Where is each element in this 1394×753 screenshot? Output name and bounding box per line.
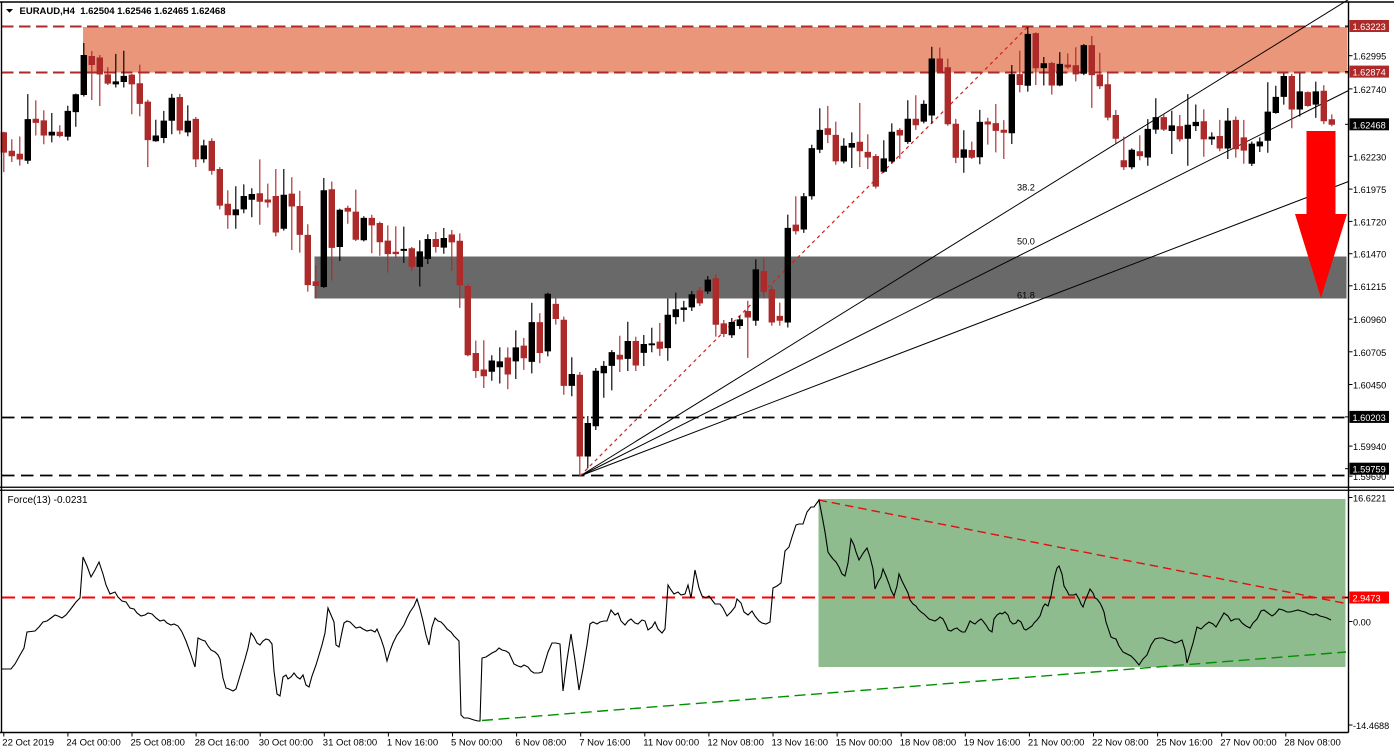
- svg-text:25 Oct 08:00: 25 Oct 08:00: [131, 738, 185, 749]
- svg-text:0.00: 0.00: [1353, 618, 1371, 628]
- svg-text:1.61720: 1.61720: [1353, 217, 1386, 227]
- svg-text:15 Nov 00:00: 15 Nov 00:00: [836, 738, 893, 749]
- svg-text:-14.4688: -14.4688: [1353, 721, 1389, 731]
- svg-text:13 Nov 16:00: 13 Nov 16:00: [772, 738, 829, 749]
- svg-text:25 Nov 16:00: 25 Nov 16:00: [1156, 738, 1213, 749]
- svg-text:1.59759: 1.59759: [1353, 465, 1386, 475]
- svg-text:1.62230: 1.62230: [1353, 152, 1386, 162]
- svg-text:38.2: 38.2: [1017, 183, 1035, 193]
- svg-text:11 Nov 00:00: 11 Nov 00:00: [643, 738, 699, 749]
- svg-text:1 Nov 16:00: 1 Nov 16:00: [387, 738, 438, 749]
- svg-text:28 Nov 08:00: 28 Nov 08:00: [1284, 738, 1341, 749]
- svg-text:6 Nov 08:00: 6 Nov 08:00: [515, 738, 566, 749]
- svg-text:1.59940: 1.59940: [1353, 442, 1386, 452]
- svg-text:Force(13) -0.0231: Force(13) -0.0231: [8, 495, 88, 506]
- svg-text:EURAUD,H4 1.62504 1.62546 1.6: EURAUD,H4 1.62504 1.62546 1.62465 1.6246…: [20, 6, 226, 17]
- svg-text:1.62468: 1.62468: [1353, 120, 1386, 130]
- svg-text:24 Oct 00:00: 24 Oct 00:00: [66, 738, 120, 749]
- svg-text:16.6221: 16.6221: [1353, 494, 1386, 504]
- svg-text:12 Nov 08:00: 12 Nov 08:00: [707, 738, 764, 749]
- svg-text:1.60203: 1.60203: [1353, 413, 1386, 423]
- svg-text:1.61215: 1.61215: [1353, 282, 1386, 292]
- svg-text:1.63223: 1.63223: [1353, 22, 1386, 32]
- svg-text:1.61470: 1.61470: [1353, 250, 1386, 260]
- svg-text:1.62874: 1.62874: [1353, 68, 1386, 78]
- svg-text:22 Oct 2019: 22 Oct 2019: [2, 738, 54, 749]
- svg-text:1.60450: 1.60450: [1353, 381, 1386, 391]
- svg-text:1.62740: 1.62740: [1353, 85, 1386, 95]
- svg-text:27 Nov 00:00: 27 Nov 00:00: [1220, 738, 1277, 749]
- svg-text:22 Nov 08:00: 22 Nov 08:00: [1092, 738, 1149, 749]
- svg-text:1.59690: 1.59690: [1353, 472, 1386, 482]
- svg-text:61.8: 61.8: [1017, 291, 1035, 301]
- svg-text:30 Oct 00:00: 30 Oct 00:00: [259, 738, 313, 749]
- svg-text:5 Nov 00:00: 5 Nov 00:00: [451, 738, 502, 749]
- svg-text:19 Nov 16:00: 19 Nov 16:00: [964, 738, 1021, 749]
- svg-text:1.62995: 1.62995: [1353, 52, 1386, 62]
- svg-text:50.0: 50.0: [1017, 237, 1035, 247]
- svg-text:1.60705: 1.60705: [1353, 348, 1386, 358]
- svg-text:31 Oct 08:00: 31 Oct 08:00: [323, 738, 377, 749]
- svg-text:28 Oct 16:00: 28 Oct 16:00: [195, 738, 249, 749]
- svg-text:1.61975: 1.61975: [1353, 185, 1386, 195]
- svg-text:7 Nov 16:00: 7 Nov 16:00: [579, 738, 630, 749]
- svg-text:18 Nov 08:00: 18 Nov 08:00: [900, 738, 957, 749]
- svg-text:2.9473: 2.9473: [1353, 594, 1381, 604]
- svg-text:21 Nov 00:00: 21 Nov 00:00: [1028, 738, 1085, 749]
- svg-text:1.60960: 1.60960: [1353, 315, 1386, 325]
